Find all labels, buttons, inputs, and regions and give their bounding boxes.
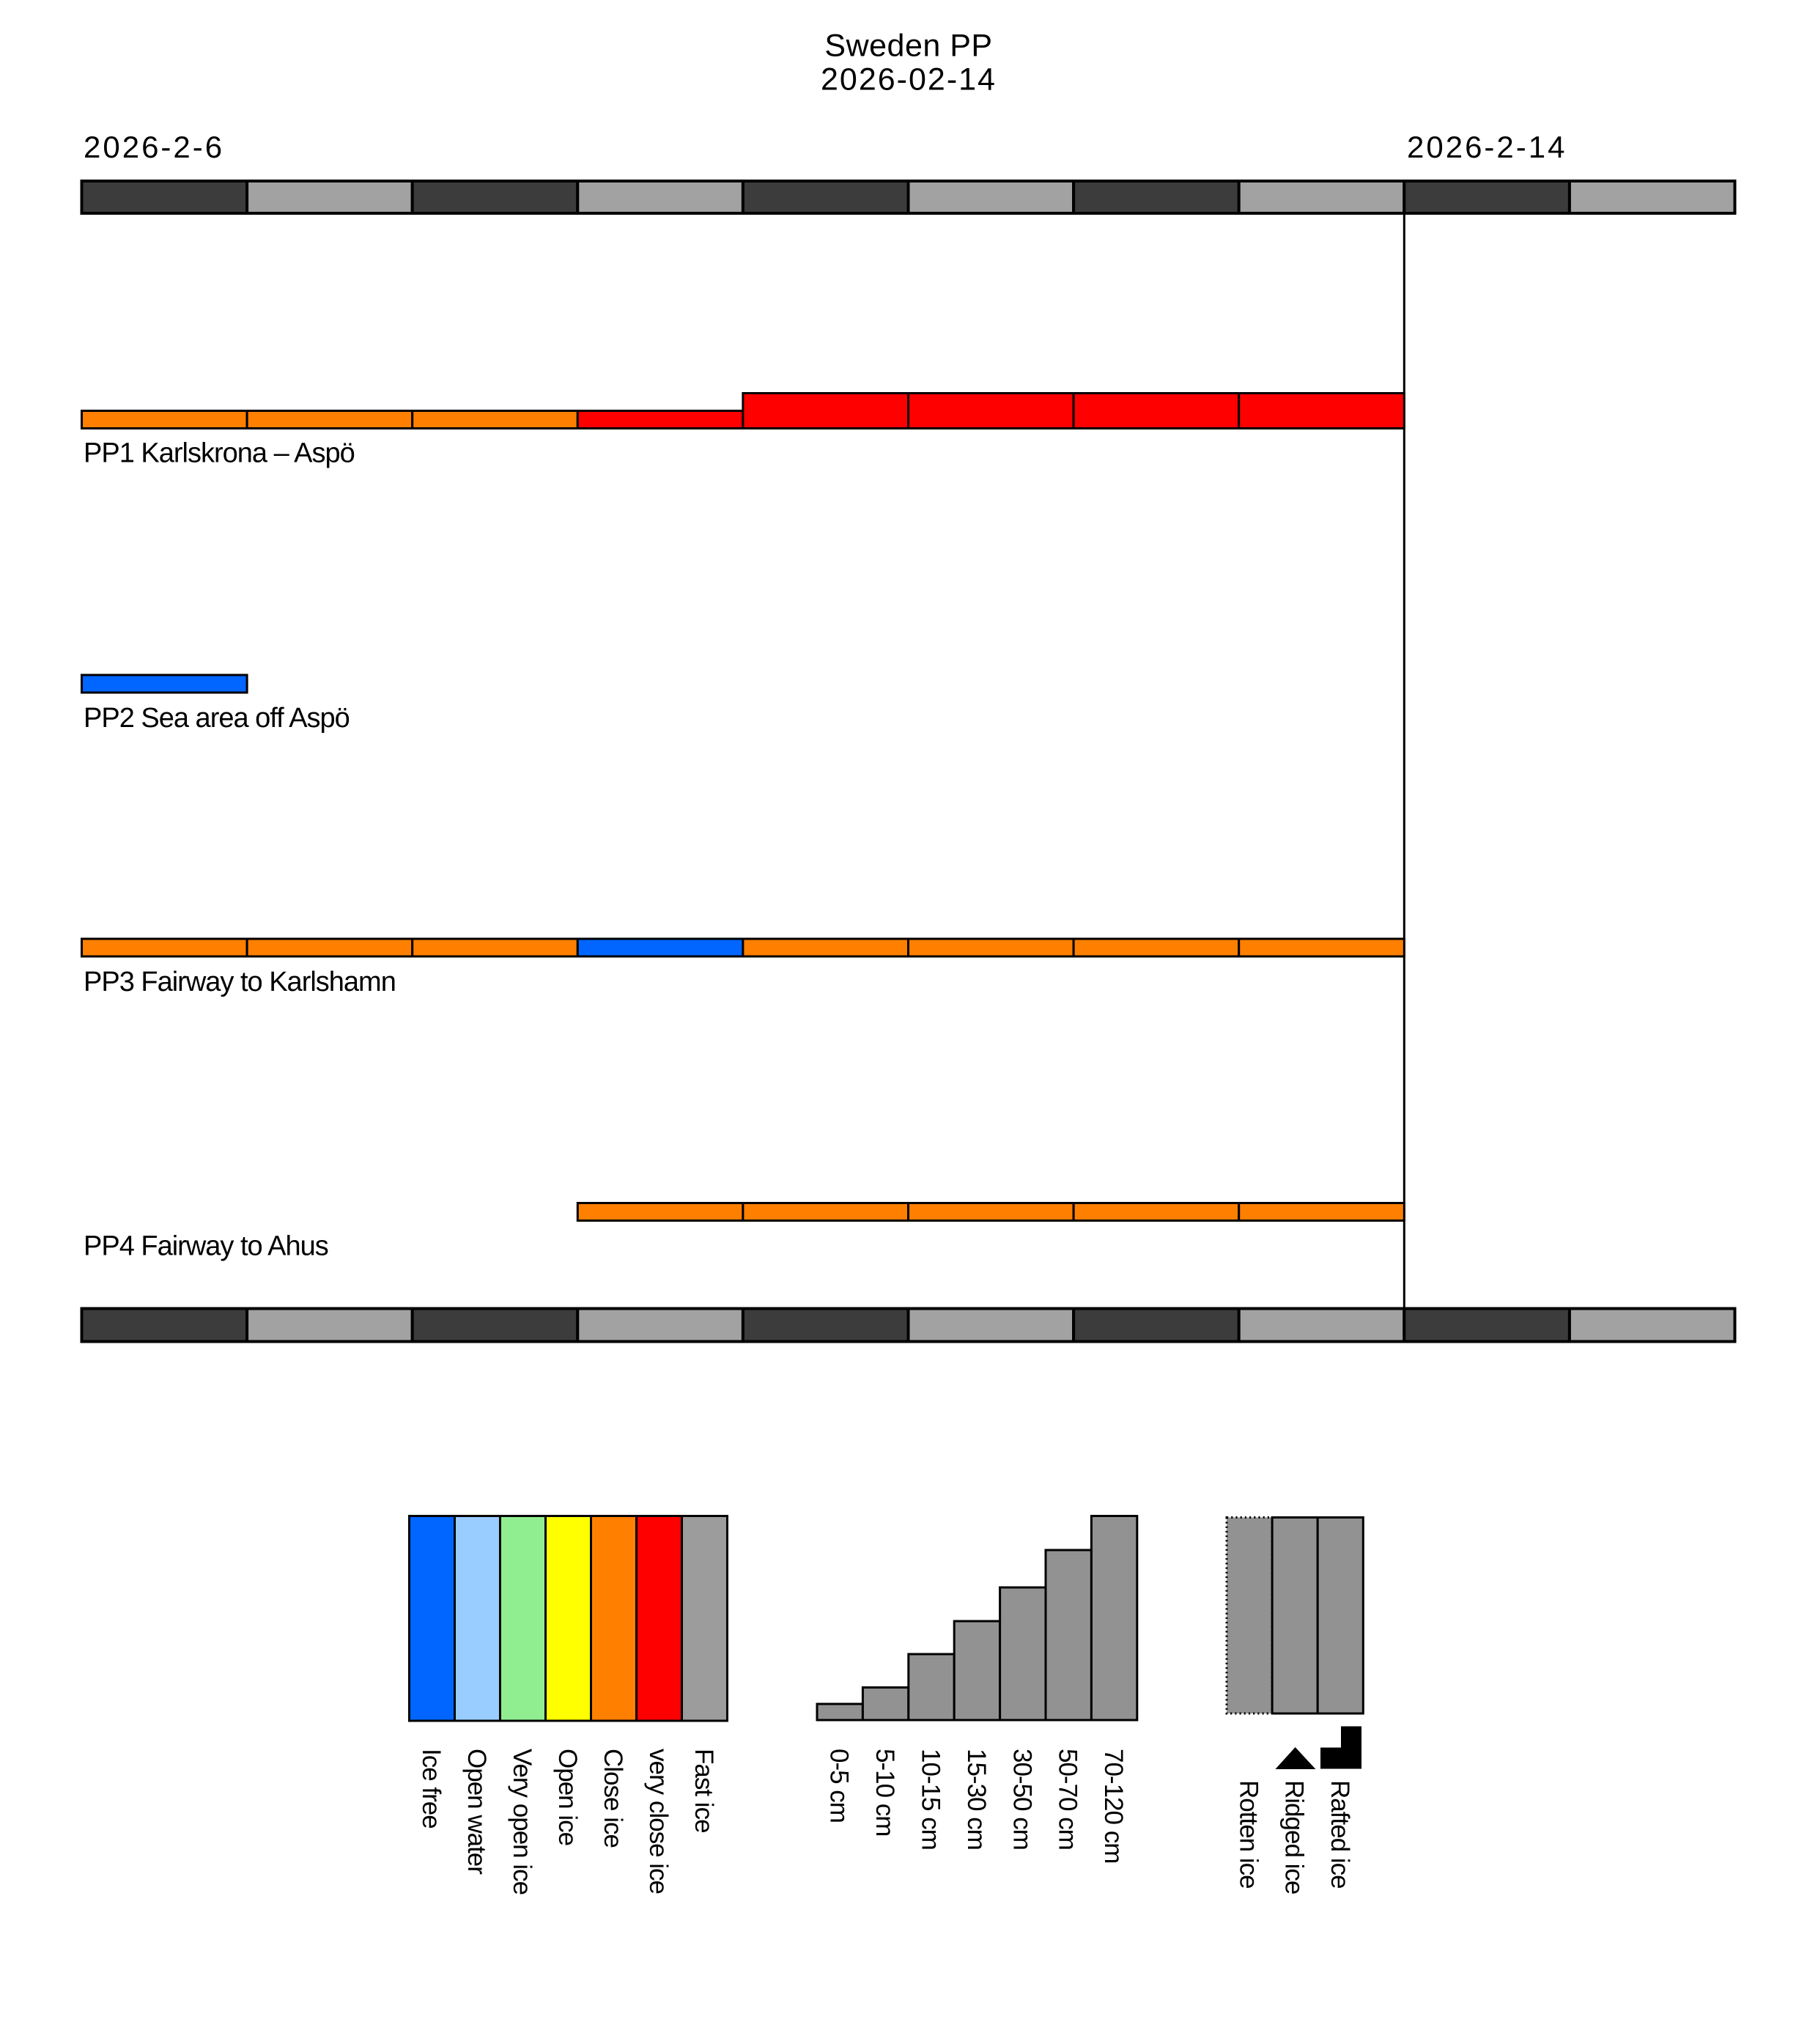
svg-text:0-5 cm: 0-5 cm — [825, 1749, 854, 1823]
svg-text:Rotten ice: Rotten ice — [1235, 1780, 1263, 1889]
svg-text:PP4 Fairway to Ahus: PP4 Fairway to Ahus — [84, 1231, 328, 1262]
svg-text:2026-2-6: 2026-2-6 — [84, 130, 224, 164]
svg-text:PP1 Karlskrona – Aspö: PP1 Karlskrona – Aspö — [84, 438, 355, 469]
svg-text:2026-2-14: 2026-2-14 — [1407, 130, 1567, 164]
svg-text:Ice free: Ice free — [417, 1749, 446, 1829]
svg-text:very close ice: very close ice — [644, 1749, 673, 1894]
svg-text:70-120 cm: 70-120 cm — [1099, 1749, 1128, 1863]
svg-text:10-15 cm: 10-15 cm — [917, 1749, 945, 1850]
svg-text:Very open ice: Very open ice — [508, 1749, 536, 1894]
svg-text:2026-02-14: 2026-02-14 — [821, 62, 997, 97]
svg-text:Close ice: Close ice — [599, 1749, 627, 1848]
svg-text:50-70 cm: 50-70 cm — [1054, 1749, 1082, 1850]
svg-text:Fast ice: Fast ice — [690, 1749, 718, 1833]
svg-text:Sweden PP: Sweden PP — [824, 29, 992, 64]
svg-text:PP3 Fairway to Karlshamn: PP3 Fairway to Karlshamn — [84, 967, 396, 997]
svg-text:Ridged ice: Ridged ice — [1280, 1780, 1309, 1894]
svg-text:15-30 cm: 15-30 cm — [962, 1749, 991, 1850]
svg-text:30-50 cm: 30-50 cm — [1008, 1749, 1036, 1850]
svg-text:PP2 Sea area off Aspö: PP2 Sea area off Aspö — [84, 703, 350, 734]
svg-text:5-10 cm: 5-10 cm — [871, 1749, 899, 1836]
svg-text:Rafted ice: Rafted ice — [1326, 1780, 1354, 1889]
svg-text:Open ice: Open ice — [553, 1749, 582, 1845]
svg-text:Open water: Open water — [462, 1749, 491, 1875]
